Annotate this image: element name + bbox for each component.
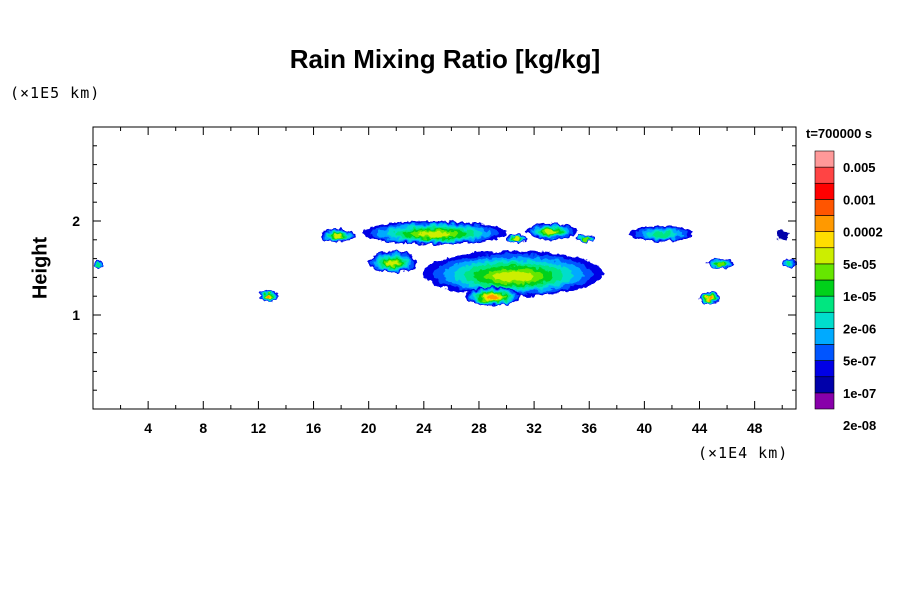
x-tick-label: 44 bbox=[692, 420, 708, 436]
colorbar-swatch bbox=[814, 376, 835, 394]
colorbar-swatch bbox=[814, 263, 835, 281]
colorbar-label: 0.001 bbox=[843, 192, 876, 207]
y-tick-label: 1 bbox=[72, 307, 80, 323]
rain-region bbox=[423, 251, 604, 297]
y-axis-unit-label: (×1E5 km) bbox=[10, 84, 101, 102]
colorbar-label: 2e-06 bbox=[843, 321, 876, 336]
colorbar-swatch bbox=[814, 247, 835, 265]
rain-region bbox=[630, 225, 693, 242]
x-tick-label: 36 bbox=[581, 420, 597, 436]
x-tick-label: 32 bbox=[526, 420, 542, 436]
colorbar-label: 1e-07 bbox=[843, 386, 876, 401]
rain-region-level bbox=[96, 262, 101, 267]
rain-region bbox=[361, 221, 507, 245]
x-tick-label: 24 bbox=[416, 420, 432, 436]
colorbar-swatch bbox=[814, 166, 835, 184]
rain-region bbox=[506, 234, 528, 243]
rain-region-level bbox=[651, 232, 672, 238]
colorbar-swatch bbox=[814, 182, 835, 200]
colorbar-swatch bbox=[814, 231, 835, 249]
colorbar-label: 2e-08 bbox=[843, 418, 876, 433]
x-tick-label: 16 bbox=[306, 420, 322, 436]
colorbar-label: 0.005 bbox=[843, 160, 876, 175]
chart-title: Rain Mixing Ratio [kg/kg] bbox=[289, 44, 601, 74]
rain-region bbox=[320, 228, 355, 243]
colorbar-swatch bbox=[814, 295, 835, 313]
colorbar-swatch bbox=[814, 215, 835, 232]
rain-region-level bbox=[775, 230, 790, 240]
colorbar-label: 1e-05 bbox=[843, 289, 876, 304]
rain-region bbox=[258, 291, 280, 301]
plot-regions bbox=[93, 221, 796, 306]
x-tick-label: 12 bbox=[251, 420, 267, 436]
rain-region-level bbox=[514, 236, 520, 241]
colorbar-swatch bbox=[814, 392, 835, 410]
x-tick-label: 28 bbox=[471, 420, 487, 436]
rain-region-level bbox=[266, 294, 271, 299]
rain-region bbox=[706, 258, 734, 268]
colorbar-swatch bbox=[814, 311, 835, 329]
colorbar-swatch bbox=[814, 344, 835, 361]
rain-region bbox=[775, 230, 790, 240]
colorbar-label: 5e-05 bbox=[843, 257, 876, 272]
rain-region-level bbox=[707, 296, 712, 301]
rain-region-level bbox=[716, 261, 724, 266]
colorbar-label: 5e-07 bbox=[843, 354, 876, 369]
time-label: t=700000 s bbox=[806, 126, 873, 141]
colorbar-label: 0.0002 bbox=[843, 225, 883, 240]
plot-frame bbox=[92, 126, 797, 410]
colorbar-swatch bbox=[814, 279, 835, 297]
rain-region bbox=[465, 286, 521, 306]
rain-region-level bbox=[545, 230, 557, 235]
rain-region-level bbox=[333, 234, 342, 239]
rain-region-level bbox=[418, 231, 451, 238]
rain-region-level bbox=[387, 261, 399, 266]
rain-region bbox=[527, 222, 576, 240]
rain-region-level bbox=[487, 295, 498, 300]
x-axis-unit-label: (×1E4 km) bbox=[698, 444, 789, 462]
x-tick-label: 48 bbox=[747, 420, 763, 436]
colorbar-swatch bbox=[814, 150, 835, 168]
y-tick-label: 2 bbox=[72, 213, 80, 229]
rain-region-level bbox=[493, 271, 534, 282]
x-tick-label: 8 bbox=[199, 420, 207, 436]
rain-region bbox=[368, 251, 417, 273]
rain-region-level bbox=[786, 261, 792, 266]
colorbar-swatch bbox=[814, 360, 835, 378]
rain-region bbox=[782, 258, 796, 268]
rain-region bbox=[699, 291, 721, 304]
rain-region bbox=[93, 260, 105, 268]
rain-region bbox=[575, 235, 597, 242]
x-tick-label: 40 bbox=[637, 420, 653, 436]
colorbar-swatch bbox=[814, 328, 835, 345]
rain-region-level bbox=[583, 236, 589, 241]
x-tick-label: 4 bbox=[144, 420, 152, 436]
x-tick-label: 20 bbox=[361, 420, 377, 436]
colorbar: 0.005 0.001 0.0002 5e-05 1e-05 2e-06 5e-07 1e-0… bbox=[814, 150, 883, 433]
colorbar-swatch bbox=[814, 199, 835, 216]
